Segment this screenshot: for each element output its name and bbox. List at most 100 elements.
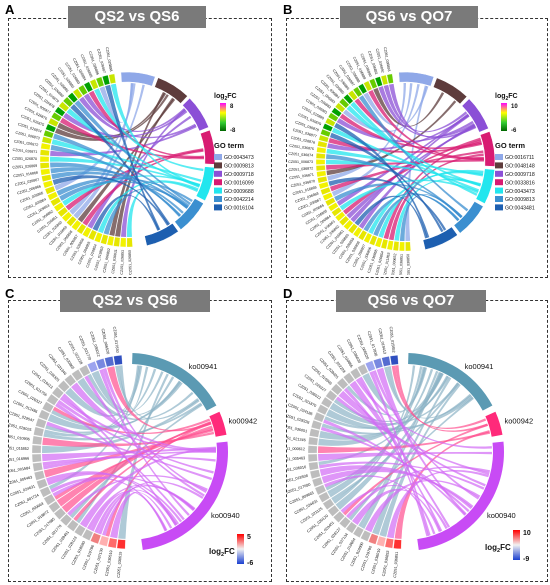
- gene-arc: [102, 74, 111, 86]
- gene-arc: [345, 521, 358, 534]
- pathway-label: ko00942: [504, 417, 533, 426]
- chord-ribbon: [339, 113, 482, 150]
- gene-arc: [44, 185, 56, 195]
- gene-arc: [325, 197, 336, 207]
- gene-label: CZ051_036019: [371, 548, 382, 574]
- gene-label: CZ051_026874: [17, 122, 42, 134]
- gene-arc: [327, 504, 340, 517]
- chord-ribbon: [348, 396, 474, 521]
- chord-ribbon: [376, 367, 467, 516]
- gene-arc: [72, 88, 83, 100]
- gene-arc: [311, 477, 324, 488]
- gene-arc: [352, 526, 365, 538]
- gene-arc: [392, 241, 400, 251]
- gene-label: CZ051_006866: [17, 184, 42, 195]
- gene-arc: [61, 211, 73, 223]
- gene-arc: [331, 206, 342, 217]
- chord-ribbon: [86, 484, 196, 530]
- gene-label: CZ051_036853: [382, 550, 390, 576]
- legend-fc-title: log2FC: [495, 93, 518, 102]
- panel-letter: A: [5, 2, 15, 17]
- chord-ribbon: [365, 479, 481, 533]
- gene-label: CZ051_019780: [360, 545, 373, 571]
- gene-arc: [322, 498, 335, 510]
- gene-arc: [57, 206, 69, 218]
- chord-ribbon: [333, 376, 450, 423]
- gene-arc: [322, 123, 334, 132]
- panel-letter: C: [5, 286, 15, 301]
- gene-arc: [116, 539, 126, 550]
- gene-label: CZ051_017830: [367, 331, 378, 357]
- gene-arc: [320, 128, 331, 138]
- gene-arc: [40, 168, 51, 176]
- gene-arc: [343, 93, 354, 105]
- chord-ribbon: [349, 380, 451, 528]
- gene-label: CZ051_028326: [287, 413, 310, 424]
- gene-arc: [343, 219, 354, 231]
- legend-term-label: GO:0009718: [505, 172, 535, 178]
- gene-arc: [331, 107, 342, 118]
- chord-ribbon: [328, 177, 447, 231]
- pathway-label: ko00942: [228, 417, 257, 426]
- panel-letter: B: [283, 2, 293, 17]
- gene-label: CZ051_001584: [9, 466, 31, 474]
- legend-swatch: [214, 179, 222, 186]
- gene-arc: [59, 513, 73, 527]
- gene-arc: [87, 361, 99, 373]
- gene-arc: [41, 401, 55, 413]
- chord-ribbon: [42, 446, 216, 462]
- chord-ribbon: [336, 113, 469, 206]
- chord-ribbon: [358, 95, 469, 212]
- gene-label: CZ051_016868: [13, 171, 38, 178]
- chord-ribbon: [326, 159, 481, 187]
- chord-ribbon: [321, 393, 472, 435]
- chord-ribbon: [99, 83, 134, 123]
- gene-label: CZ051_019853: [94, 246, 105, 271]
- legend-term-label: GO:0042214: [224, 197, 254, 203]
- chord-ribbon: [50, 167, 189, 209]
- gene-arc: [347, 223, 358, 234]
- go-term-arc: [120, 71, 156, 87]
- gene-arc: [90, 532, 102, 545]
- chord-ribbon: [118, 373, 169, 539]
- fc-max-label: 10: [511, 104, 518, 110]
- gene-label: CZ051_006520: [100, 328, 109, 354]
- gene-label: CZ051_026876: [290, 136, 315, 145]
- gene-arc: [62, 96, 74, 108]
- gene-arc: [307, 453, 318, 462]
- gene-label: CZ051_029547: [9, 411, 35, 423]
- gene-arc: [41, 136, 53, 145]
- gene-arc: [338, 98, 350, 109]
- gene-arc: [71, 219, 82, 231]
- gene-arc: [314, 484, 327, 496]
- fc-max-label: 5: [247, 534, 251, 541]
- chord-ribbon: [54, 94, 169, 141]
- go-term-arc: [432, 77, 468, 105]
- go-term-arc: [453, 201, 484, 234]
- gene-arc: [120, 237, 127, 248]
- go-term-arc: [461, 98, 489, 133]
- chord-ribbon: [324, 475, 436, 535]
- fc-min-label: -9: [523, 556, 529, 563]
- gene-arc: [58, 101, 70, 112]
- legend-term-label: GO:0048148: [505, 164, 535, 170]
- gene-label: CZ051_036871: [289, 173, 314, 180]
- panel-letter: D: [283, 286, 293, 301]
- gene-arc: [373, 357, 384, 370]
- gene-arc: [309, 428, 320, 438]
- chord-ribbon: [109, 91, 166, 236]
- gene-arc: [405, 241, 411, 252]
- gene-label: CZ051_012486: [12, 400, 38, 414]
- gene-label: CZ051_037130: [93, 548, 104, 574]
- gene-arc: [325, 389, 338, 402]
- gene-arc: [318, 491, 331, 503]
- gene-label: CZ051_036850: [406, 254, 411, 275]
- gene-arc: [317, 176, 328, 184]
- gene-label: CZ051_026872: [13, 139, 38, 147]
- fc-max-label: 10: [523, 530, 531, 537]
- legend-term-label: GO:0043473: [224, 155, 254, 161]
- gene-label: CZ051_036874: [288, 152, 313, 158]
- chord-ribbon: [87, 373, 181, 416]
- gene-label: CZ051_006873: [288, 160, 313, 164]
- legend-swatch: [214, 187, 222, 194]
